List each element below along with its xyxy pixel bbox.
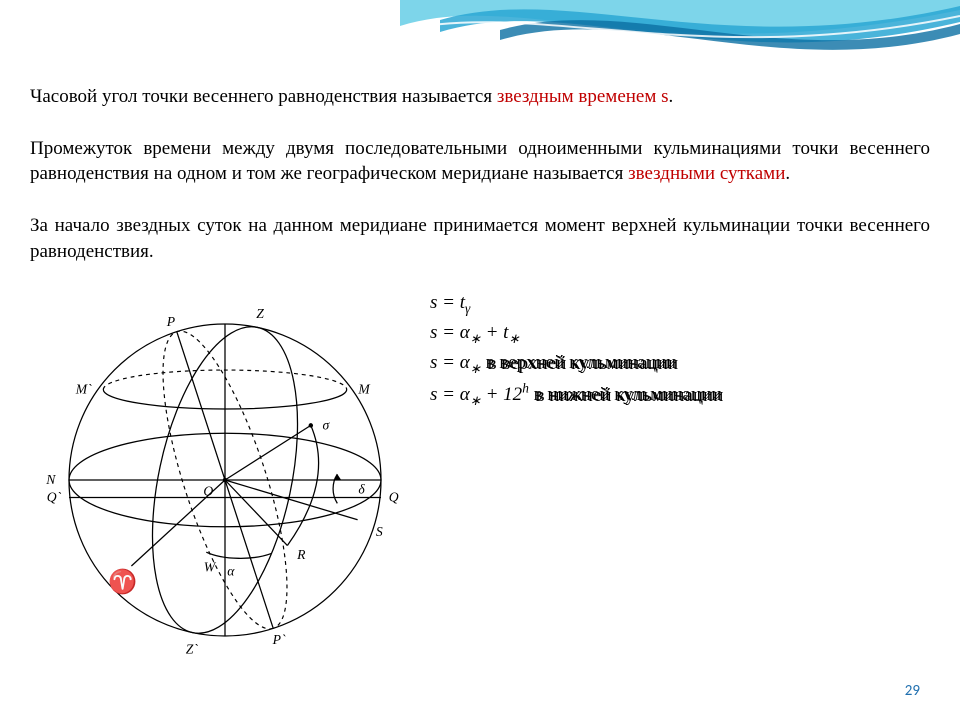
svg-text:Z`: Z`	[186, 642, 199, 657]
svg-text:R: R	[296, 547, 306, 562]
p1-term: звездным временем s	[497, 86, 669, 107]
svg-text:W: W	[204, 560, 217, 575]
p1-suffix: .	[669, 86, 674, 107]
wave-decoration	[400, 0, 960, 90]
page-number: 29	[905, 682, 920, 700]
p2-prefix: Промежуток времени между двумя последова…	[30, 138, 930, 185]
p2-term: звездными сутками	[628, 163, 785, 184]
svg-text:δ: δ	[358, 482, 365, 497]
svg-text:♈: ♈	[108, 568, 137, 596]
figure-and-formulas-row: P P` Z Z` N S Q Q` M M` Oσ δ αW R ♈ s = tγ s = α∗ + t∗…	[30, 290, 930, 675]
svg-text:P: P	[166, 314, 175, 329]
formula-4: s = α∗ + 12h в нижней кульминации в нижн…	[430, 379, 721, 409]
p2-suffix: .	[785, 163, 790, 184]
svg-text:α: α	[227, 564, 235, 579]
svg-text:O: O	[203, 484, 213, 499]
svg-text:N: N	[45, 472, 56, 487]
paragraph-2: Промежуток времени между двумя последова…	[30, 136, 930, 187]
celestial-sphere-diagram: P P` Z Z` N S Q Q` M M` Oσ δ αW R ♈	[30, 290, 420, 675]
svg-text:σ: σ	[322, 418, 330, 433]
formula-2: s = α∗ + t∗	[430, 320, 721, 348]
svg-text:M`: M`	[75, 382, 92, 397]
formula-3: s = α∗ в верхней кульминации в верхней к…	[430, 350, 721, 378]
svg-text:S: S	[376, 524, 383, 539]
paragraph-1: Часовой угол точки весеннего равноденств…	[30, 84, 930, 110]
formula-3-note-overlap: в верхней кульминации в верхней кульмина…	[486, 350, 677, 376]
formula-1: s = tγ	[430, 290, 721, 318]
svg-text:M: M	[357, 382, 370, 397]
svg-text:P`: P`	[272, 632, 286, 647]
formula-4-note-overlap: в нижней кульминации в нижней кульминаци…	[534, 382, 722, 408]
svg-text:Q`: Q`	[47, 490, 62, 505]
paragraph-3: За начало звездных суток на данном мерид…	[30, 213, 930, 264]
svg-text:Q: Q	[389, 490, 399, 505]
formulas-block: s = tγ s = α∗ + t∗ s = α∗ в верхней куль…	[430, 290, 721, 411]
p1-prefix: Часовой угол точки весеннего равноденств…	[30, 86, 497, 107]
celestial-sphere-svg: P P` Z Z` N S Q Q` M M` Oσ δ αW R ♈	[30, 290, 420, 670]
slide-content: Часовой угол точки весеннего равноденств…	[30, 84, 930, 675]
svg-text:Z: Z	[256, 306, 264, 321]
